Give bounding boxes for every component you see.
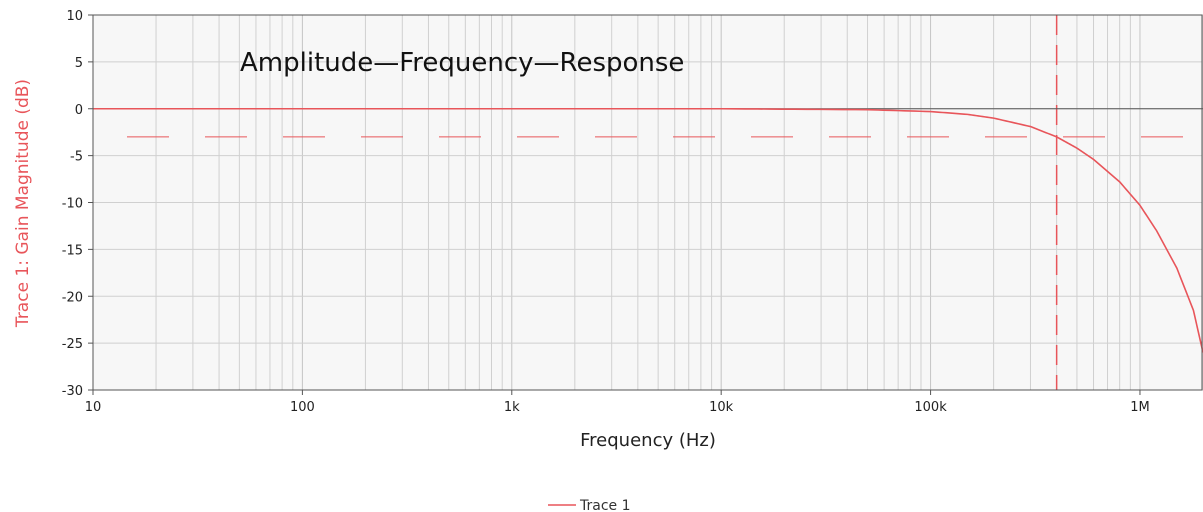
legend-label-trace-1: Trace 1	[579, 498, 631, 512]
legend: Trace 1	[548, 498, 631, 512]
reference-lines	[93, 15, 1203, 390]
y-tick-label: -5	[70, 150, 83, 165]
y-tick-label: 5	[75, 56, 83, 71]
grid-lines	[92, 14, 1203, 391]
y-tick-label: -30	[62, 384, 83, 399]
y-tick-label: -25	[62, 337, 83, 352]
y-tick-label: -10	[62, 197, 83, 212]
x-tick-label: 1M	[1130, 400, 1150, 415]
x-tick-label: 1k	[504, 400, 520, 415]
chart-title: Amplitude—Frequency—Response	[240, 48, 684, 78]
y-axis-ticks: 10 5 0 -5 -10 -15 -20 -25 -30	[62, 9, 93, 399]
x-axis-ticks: 10 100 1k 10k 100k 1M	[85, 390, 1150, 415]
series-line-trace-1	[93, 107, 1203, 353]
y-tick-label: 10	[66, 9, 83, 24]
x-tick-label: 10	[85, 400, 102, 415]
x-tick-label: 10k	[709, 400, 734, 415]
y-tick-label: -20	[62, 290, 83, 305]
y-tick-label: 0	[75, 103, 83, 118]
y-axis-label: Trace 1: Gain Magnitude (dB)	[13, 79, 33, 328]
x-tick-label: 100k	[914, 400, 947, 415]
y-tick-label: -15	[62, 243, 83, 258]
x-axis-label: Frequency (Hz)	[580, 430, 716, 451]
x-tick-label: 100	[290, 400, 315, 415]
